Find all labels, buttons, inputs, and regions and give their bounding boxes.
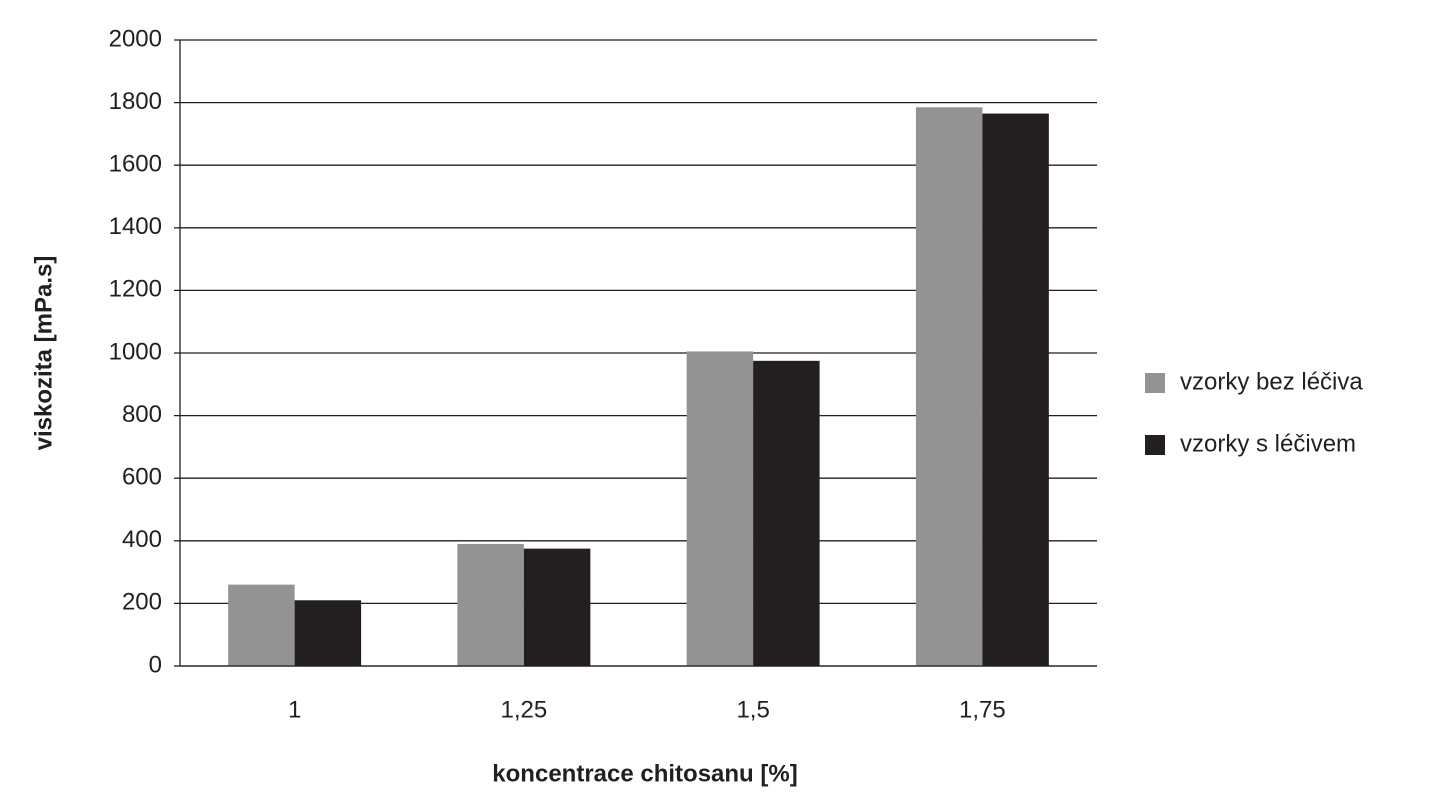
bar	[523, 548, 591, 666]
y-tick-label: 400	[122, 526, 162, 553]
y-tick-label: 1200	[109, 276, 162, 303]
y-tick-label: 0	[149, 651, 162, 678]
bar	[457, 543, 524, 666]
x-tick-label: 1	[288, 696, 301, 723]
bar	[753, 360, 820, 666]
legend-label: vzorky bez léčiva	[1180, 368, 1363, 395]
legend-swatch	[1145, 373, 1165, 393]
y-tick-label: 800	[122, 401, 162, 428]
legend-label: vzorky s léčivem	[1180, 430, 1356, 457]
x-tick-label: 1,25	[501, 696, 548, 723]
bar	[982, 113, 1049, 667]
bar	[686, 351, 754, 666]
bar	[294, 600, 362, 666]
y-tick-label: 1800	[109, 88, 162, 115]
y-tick-label: 2000	[109, 25, 162, 52]
x-tick-label: 1,5	[736, 696, 769, 723]
y-tick-label: 1000	[109, 338, 162, 365]
y-tick-label: 600	[122, 464, 162, 491]
x-tick-label: 1,75	[959, 696, 1006, 723]
y-tick-label: 1400	[109, 213, 162, 240]
bar	[228, 584, 295, 666]
y-tick-label: 200	[122, 589, 162, 616]
legend-swatch	[1145, 435, 1165, 455]
x-axis-label: koncentrace chitosanu [%]	[492, 760, 797, 787]
y-tick-label: 1600	[109, 151, 162, 178]
y-axis-label: viskozita [mPa.s]	[30, 256, 57, 451]
bar	[915, 107, 983, 667]
